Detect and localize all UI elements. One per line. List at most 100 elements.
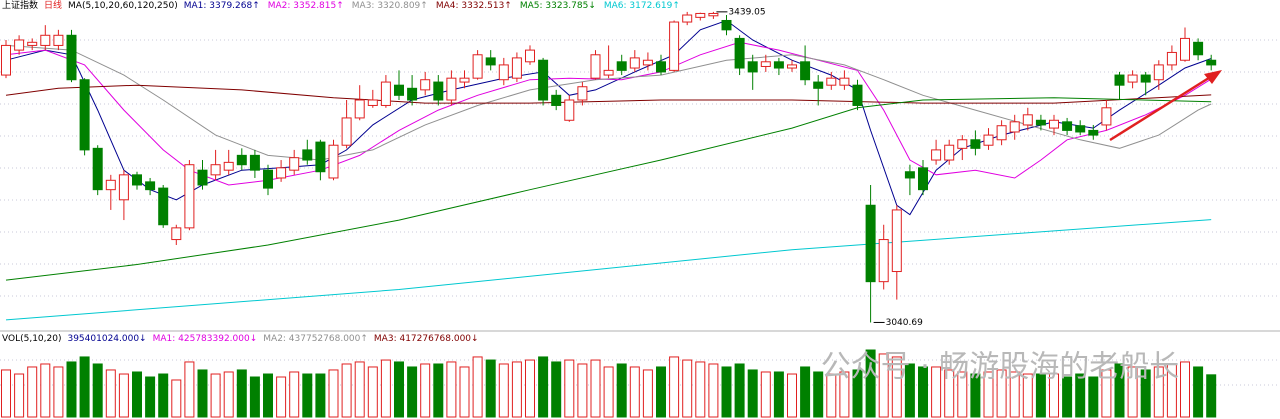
candle-body [289, 157, 300, 171]
candle-body [1206, 59, 1217, 66]
volume-bar [577, 363, 588, 418]
candle-body [1101, 107, 1112, 126]
volume-bar [485, 359, 496, 418]
volume-bar [747, 369, 758, 418]
candle-body [695, 12, 706, 18]
volume-bar [14, 373, 25, 418]
candle-body [760, 61, 771, 67]
volume-bar [996, 369, 1007, 418]
candle-body [852, 84, 863, 106]
volume-bar [1035, 373, 1046, 418]
candle-body [603, 69, 614, 76]
volume-bar [407, 366, 418, 418]
volume-bar [145, 376, 156, 418]
volume-bar [1153, 366, 1164, 418]
candle-body [380, 81, 391, 106]
volume-bar [551, 361, 562, 418]
candle-body [1153, 64, 1164, 81]
volume-bar [983, 371, 994, 418]
candle-body [525, 49, 535, 63]
candle-body [263, 169, 273, 189]
grid [0, 39, 1280, 386]
candle-body [970, 139, 981, 149]
candle-body [171, 227, 182, 241]
volume-legend: 395401024.000↓ MA1: 425783392.000↓ MA2: 43… [67, 334, 478, 345]
volume-bar [1075, 373, 1086, 418]
candle-body [1180, 37, 1190, 61]
candle-body [197, 169, 208, 186]
volume-bar [695, 361, 706, 418]
volume-bar [656, 366, 666, 418]
candle-body [826, 77, 837, 86]
volume-bar [944, 369, 955, 418]
volume-bar [1166, 363, 1177, 418]
volume-bar [184, 361, 195, 418]
candle-body [1009, 121, 1020, 133]
volume-bar [40, 363, 51, 418]
candle-body [420, 79, 431, 91]
candle-body [184, 164, 195, 229]
volume-bar [446, 361, 457, 418]
candle-body [27, 41, 38, 46]
ma-legend-item: MA1: 3379.268↑ [183, 1, 260, 11]
volume-bar [813, 371, 824, 418]
volume-bar [878, 353, 889, 418]
ma-line [5, 84, 1212, 104]
volume-bar [564, 359, 575, 418]
volume-bar [891, 356, 902, 418]
volume-bar [852, 369, 863, 418]
volume-bar [354, 361, 365, 418]
candle-body [302, 149, 313, 161]
volume-legend-item: MA1: 425783392.000↓ [152, 334, 258, 344]
ma-line [5, 97, 1212, 281]
candle-body [1075, 125, 1086, 133]
candle-body [1140, 74, 1151, 83]
candle-body [1049, 119, 1059, 129]
volume-bar [433, 363, 444, 418]
candle-body [210, 164, 221, 176]
candle-body [498, 64, 509, 81]
volume-bar [603, 366, 614, 418]
volume-bar [760, 371, 771, 418]
volume-bar [590, 359, 601, 418]
volume-title: VOL(5,10,20) [2, 334, 62, 344]
candle-body [249, 154, 260, 171]
candle-body [682, 14, 693, 23]
candle-body [158, 187, 169, 226]
volume-bar [931, 366, 942, 418]
volume-bar [1088, 376, 1099, 418]
candle-body [551, 94, 562, 106]
volume-bar [682, 359, 693, 418]
candle-body [1062, 121, 1073, 131]
ma-line [5, 219, 1212, 321]
candle-body [996, 125, 1007, 141]
volume-bar [249, 376, 260, 418]
candle-body [944, 144, 955, 161]
volume-bar [315, 373, 326, 418]
volume-bar [918, 366, 928, 418]
candle-body [105, 179, 116, 191]
volume-bar [66, 361, 77, 418]
candle-body [787, 64, 797, 69]
candle-body [1127, 74, 1138, 83]
candle-body [394, 84, 404, 96]
ma-legend-item: MA2: 3352.815↑ [267, 1, 344, 11]
volume-legend-item: MA2: 437752768.000↑ [263, 334, 368, 344]
candle-body [328, 144, 339, 179]
candle-body [918, 167, 928, 191]
ma-legend-item: MA6: 3172.619↑ [603, 1, 680, 11]
candle-body [485, 57, 496, 66]
volume-bar [223, 371, 234, 418]
volume-bar [380, 359, 391, 418]
candle-body [1035, 119, 1046, 126]
volume-bar [1193, 366, 1204, 418]
volume-bar [105, 369, 116, 418]
volume-bar [341, 363, 352, 418]
volume-bar [459, 366, 470, 418]
plot: 3439.05 3040.69 [1, 7, 1217, 418]
volume-bar [367, 366, 378, 418]
volume-bar [236, 369, 247, 418]
candle-body [14, 39, 25, 51]
